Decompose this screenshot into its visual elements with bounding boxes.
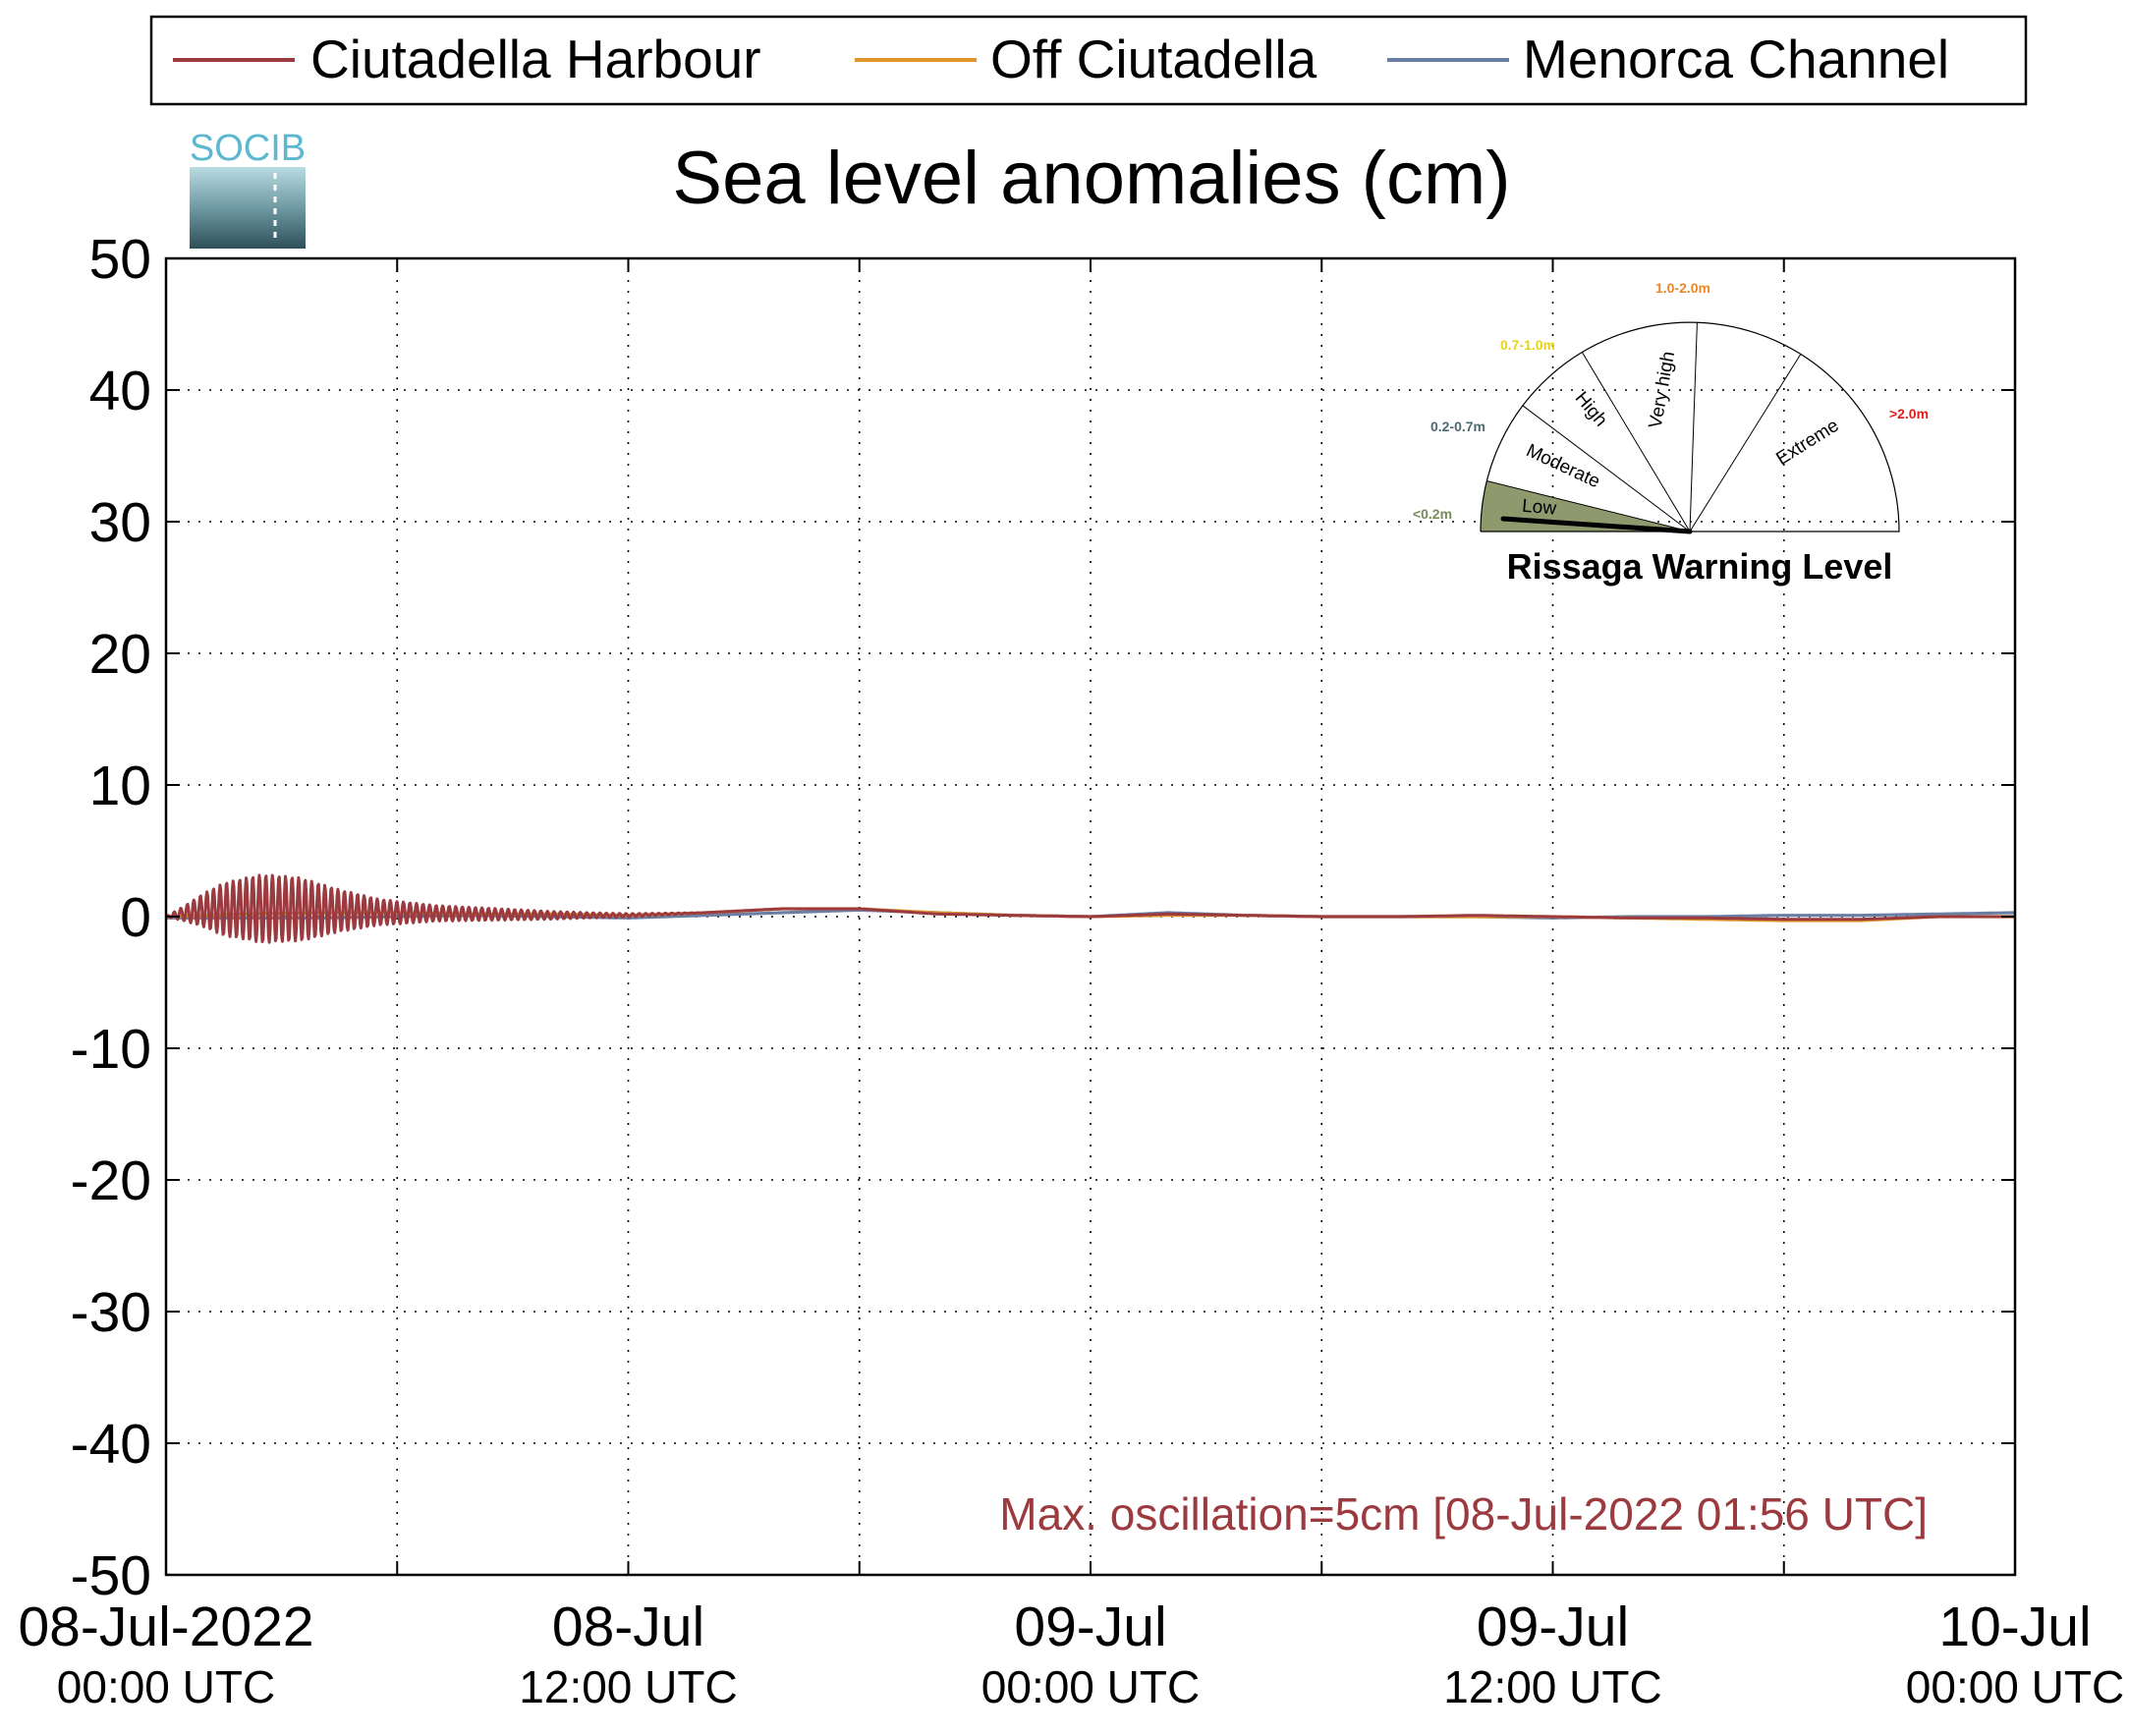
gauge-divider bbox=[1581, 352, 1691, 532]
y-tick-label: -30 bbox=[71, 1281, 151, 1344]
y-tick-label: 30 bbox=[89, 491, 151, 554]
gauge-range-label: 0.2-0.7m bbox=[1430, 419, 1485, 434]
gauge-sector-label: Low bbox=[1521, 496, 1557, 520]
series-layer bbox=[165, 873, 2016, 944]
y-tick-label: -40 bbox=[71, 1413, 151, 1476]
x-tick-label-date: 09-Jul bbox=[1014, 1596, 1166, 1658]
legend-label-ciutadella-harbour: Ciutadella Harbour bbox=[310, 28, 761, 89]
x-tick-label-date: 10-Jul bbox=[1938, 1596, 2091, 1658]
gauge-needle bbox=[1500, 516, 1693, 534]
gauge-divider bbox=[1522, 405, 1691, 532]
y-tick-label: 40 bbox=[89, 360, 151, 422]
series-ciutadella-harbour bbox=[165, 873, 2016, 944]
legend-label-off-ciutadella: Off Ciutadella bbox=[990, 28, 1317, 89]
gauge-range-label: 0.7-1.0m bbox=[1500, 337, 1555, 353]
y-tick-label: 0 bbox=[120, 886, 151, 949]
chart-title: Sea level anomalies (cm) bbox=[672, 137, 1510, 220]
x-tick-label-time: 00:00 UTC bbox=[57, 1661, 275, 1712]
gauge-divider bbox=[1689, 322, 1698, 532]
x-tick-label-time: 00:00 UTC bbox=[981, 1661, 1200, 1712]
x-tick-label-date: 08-Jul-2022 bbox=[18, 1596, 313, 1658]
socib-logo: SOCIB bbox=[190, 128, 306, 249]
y-tick-label: 20 bbox=[89, 623, 151, 686]
x-tick-label-time: 12:00 UTC bbox=[519, 1661, 737, 1712]
gauge-title: Rissaga Warning Level bbox=[1507, 546, 1893, 587]
y-tick-label: -10 bbox=[71, 1018, 151, 1081]
gauge-range-label: 1.0-2.0m bbox=[1655, 280, 1710, 296]
x-tick-label-date: 08-Jul bbox=[552, 1596, 704, 1658]
gauge-arc bbox=[1480, 321, 1900, 532]
gauge-range-label: <0.2m bbox=[1413, 506, 1452, 522]
logo-water-block bbox=[190, 167, 306, 249]
y-tick-label: -20 bbox=[71, 1149, 151, 1212]
y-tick-label: 50 bbox=[89, 228, 151, 291]
legend: Ciutadella Harbour Off Ciutadella Menorc… bbox=[149, 15, 2028, 106]
x-tick-label-time: 00:00 UTC bbox=[1906, 1661, 2124, 1712]
x-tick-label-date: 09-Jul bbox=[1477, 1596, 1629, 1658]
legend-label-menorca-channel: Menorca Channel bbox=[1523, 28, 1949, 89]
max-oscillation-annotation: Max. oscillation=5cm [08-Jul-2022 01:56 … bbox=[999, 1488, 1928, 1540]
legend-box bbox=[149, 15, 2028, 106]
gauge-range-label: >2.0m bbox=[1889, 406, 1929, 421]
gauge-divider bbox=[1486, 479, 1691, 532]
y-axis: 50 40 30 20 10 0 -10 -20 -30 -40 -50 bbox=[71, 228, 2015, 1607]
logo-text: SOCIB bbox=[190, 128, 306, 169]
y-tick-label: 10 bbox=[89, 755, 151, 817]
gauge-divider bbox=[1689, 354, 1802, 532]
x-tick-label-time: 12:00 UTC bbox=[1443, 1661, 1661, 1712]
y-tick-label: -50 bbox=[71, 1544, 151, 1607]
